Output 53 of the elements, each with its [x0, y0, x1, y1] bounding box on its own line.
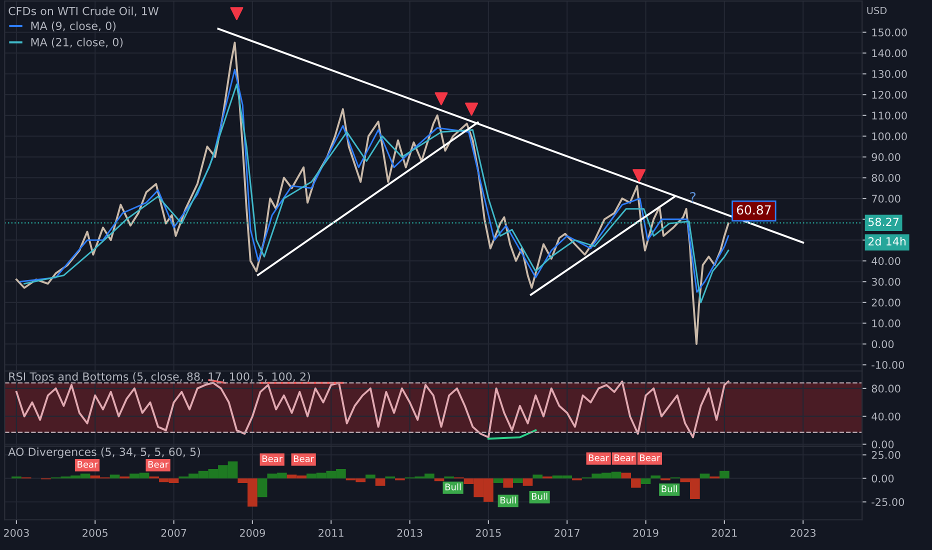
y-tick-label: 30.00	[872, 278, 900, 286]
y-tick-label: 0.00	[872, 340, 894, 348]
x-tick-label: 2013	[397, 528, 422, 537]
y-tick-label: 25.00	[872, 451, 900, 459]
annotation: Bear	[148, 461, 169, 468]
x-tick-label: 2021	[712, 528, 737, 537]
annotation: Bear	[294, 455, 314, 462]
annotation: ?	[690, 192, 696, 202]
y-tick-label: -10.00	[872, 360, 904, 369]
y-tick-label: 40.00	[872, 412, 900, 420]
annotation: Bull	[662, 485, 677, 492]
chart-title: AO Divergences (5, 34, 5, 5, 60, 5)	[8, 447, 200, 458]
y-tick-label: 110.00	[872, 112, 907, 120]
y-tick-label: 20.00	[872, 298, 900, 307]
x-tick-label: 2003	[4, 528, 29, 537]
chart-title: RSI Tops and Bottoms (5, close, 88, 17, 100, 5, 100, 2)	[9, 372, 310, 383]
annotation: Bull	[445, 483, 461, 490]
y-tick-label: 130.00	[872, 70, 907, 78]
legend-label: MA (21, close, 0)	[31, 38, 123, 48]
annotation: 60.87	[736, 205, 771, 215]
x-tick-label: 2019	[633, 528, 658, 537]
annotation: Bear	[640, 454, 660, 462]
y-tick-label: 10.00	[872, 319, 900, 328]
chart-title: CFDs on WTI Crude Oil, 1W	[8, 6, 159, 16]
annotation: Bear	[78, 461, 98, 468]
y-tick-label: 70.00	[872, 194, 900, 203]
text: USD	[867, 6, 887, 14]
ref-line-label: 58.27	[868, 218, 899, 226]
y-tick-label: 80.00	[872, 384, 900, 393]
annotation: Bull	[500, 496, 516, 504]
y-tick-label: 80.00	[872, 174, 900, 182]
x-tick-label: 2017	[554, 528, 580, 537]
y-tick-label: 90.00	[872, 153, 900, 162]
x-tick-label: 2009	[240, 528, 265, 537]
text: 2d 14h	[868, 236, 906, 246]
x-tick-label: 2005	[82, 528, 108, 537]
y-tick-label: 40.00	[872, 257, 900, 265]
y-tick-label: 120.00	[872, 90, 907, 99]
x-tick-label: 2007	[161, 528, 186, 537]
x-tick-label: 2015	[476, 528, 501, 537]
y-tick-label: 150.00	[872, 28, 907, 36]
annotation: Bear	[614, 454, 635, 462]
annotation: Bear	[262, 455, 283, 462]
y-tick-label: 0.00	[872, 440, 894, 448]
y-tick-label: 100.00	[872, 132, 907, 140]
x-tick-label: 2011	[318, 528, 344, 537]
y-tick-label: -25.00	[872, 498, 904, 506]
annotation: Bull	[532, 492, 548, 500]
annotation: Bear	[588, 454, 610, 462]
legend-label: MA (9, close, 0)	[31, 21, 116, 32]
y-tick-label: 0.00	[872, 474, 894, 482]
y-tick-label: 140.00	[872, 49, 907, 58]
x-tick-label: 2023	[790, 528, 816, 537]
